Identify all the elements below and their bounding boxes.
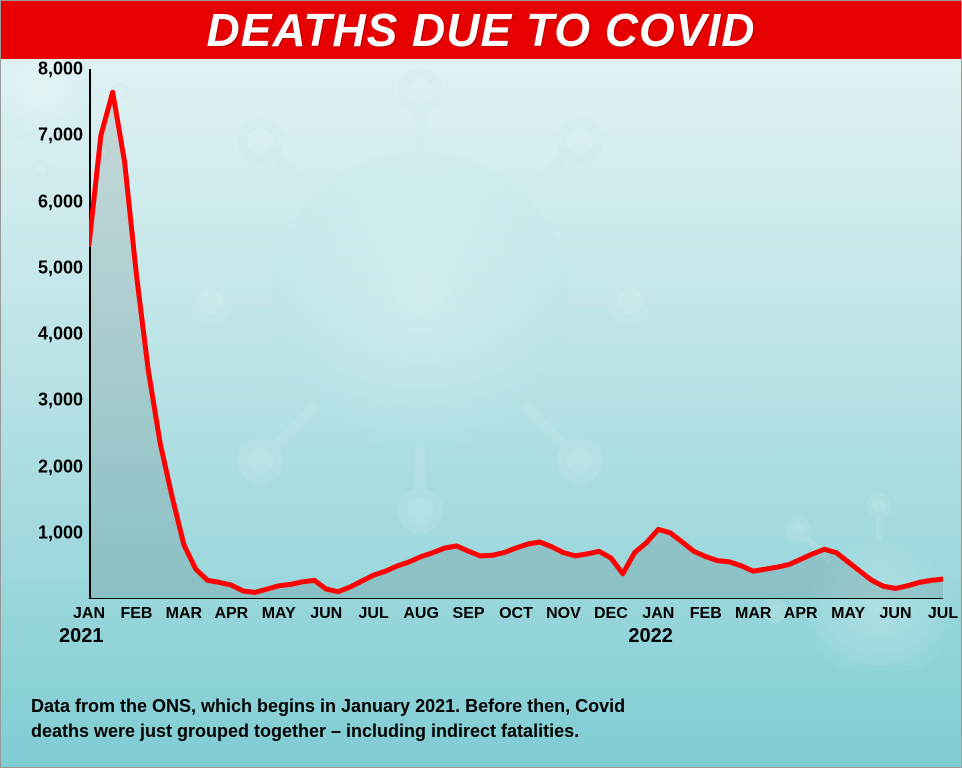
y-tick-label: 8,000	[13, 59, 83, 80]
y-tick-label: 7,000	[13, 125, 83, 146]
plot-region	[89, 69, 943, 599]
x-tick-label: AUG	[398, 605, 444, 623]
x-tick-label: JAN	[635, 605, 681, 623]
x-tick-label: MAY	[256, 605, 302, 623]
x-tick-label: MAR	[161, 605, 207, 623]
x-tick-label: APR	[208, 605, 254, 623]
x-tick-label: JUN	[873, 605, 919, 623]
y-tick-label: 3,000	[13, 390, 83, 411]
x-tick-label: JUL	[920, 605, 962, 623]
chart-caption: Data from the ONS, which begins in Janua…	[31, 694, 641, 743]
chart-container: DEATHS DUE TO COVID 1,000 2,000 3,000 4,000…	[0, 0, 962, 768]
chart-title: DEATHS DUE TO COVID	[207, 3, 756, 57]
x-tick-label: JAN	[66, 605, 112, 623]
x-tick-label: APR	[778, 605, 824, 623]
x-tick-label: JUL	[351, 605, 397, 623]
y-tick-label: 1,000	[13, 522, 83, 543]
y-tick-label: 6,000	[13, 191, 83, 212]
x-tick-label: FEB	[113, 605, 159, 623]
x-tick-label: MAR	[730, 605, 776, 623]
title-bar: DEATHS DUE TO COVID	[1, 1, 961, 59]
y-tick-label: 2,000	[13, 456, 83, 477]
chart-area: 1,0002,0003,0004,0005,0006,0007,0008,000…	[11, 69, 953, 659]
year-label: 2022	[628, 625, 688, 648]
x-tick-label: SEP	[446, 605, 492, 623]
x-tick-label: NOV	[540, 605, 586, 623]
data-line	[89, 92, 943, 592]
area-fill	[89, 92, 943, 599]
x-tick-label: MAY	[825, 605, 871, 623]
x-tick-label: OCT	[493, 605, 539, 623]
x-tick-label: JUN	[303, 605, 349, 623]
x-tick-label: FEB	[683, 605, 729, 623]
y-tick-label: 5,000	[13, 257, 83, 278]
line-chart-svg	[89, 69, 943, 599]
x-tick-label: DEC	[588, 605, 634, 623]
year-label: 2021	[59, 625, 119, 648]
y-tick-label: 4,000	[13, 324, 83, 345]
